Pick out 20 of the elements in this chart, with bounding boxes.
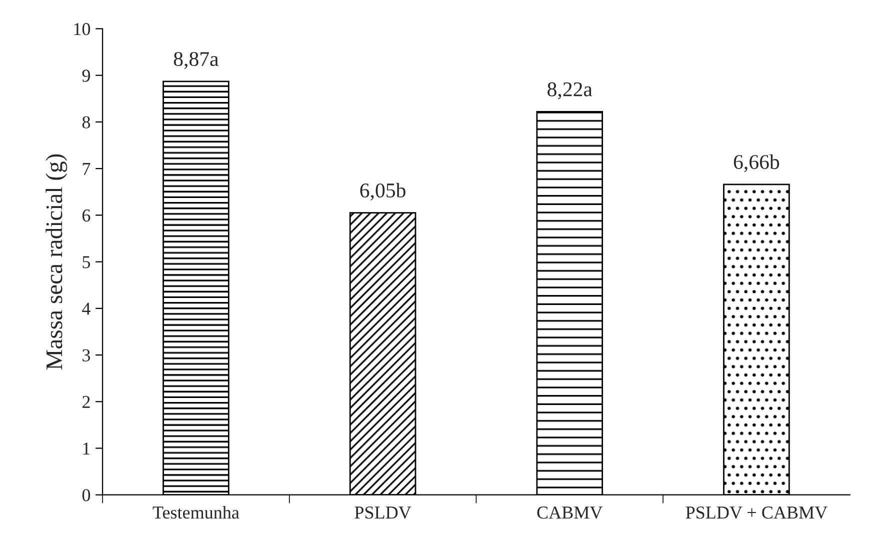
x-tick-label: CABMV [537,506,603,519]
y-tick-label: 5 [82,256,90,268]
data-label: 6,05b [360,182,406,200]
y-tick-label: 4 [82,302,90,315]
x-tick-label: Testemunha [152,506,240,519]
y-tick-label: 0 [82,489,90,502]
y-tick-label: 9 [82,70,90,82]
x-tick-label: PSLDV + CABMV [686,506,828,519]
y-tick-label: 1 [83,442,90,454]
y-tick-label: 3 [82,349,90,362]
data-label: 8,87a [174,52,219,70]
y-tick-label: 7 [82,163,90,175]
y-axis-title: Massa seca radicial (g) [46,154,68,370]
data-label: 6,66b [734,154,780,172]
y-tick-label: 10 [74,22,90,36]
x-tick-label: PSLDV [354,506,412,519]
data-label: 8,22a [548,82,592,100]
y-tick-label: 2 [82,396,90,408]
y-tick-label: 6 [82,209,90,222]
y-tick-label: 8 [82,116,90,128]
